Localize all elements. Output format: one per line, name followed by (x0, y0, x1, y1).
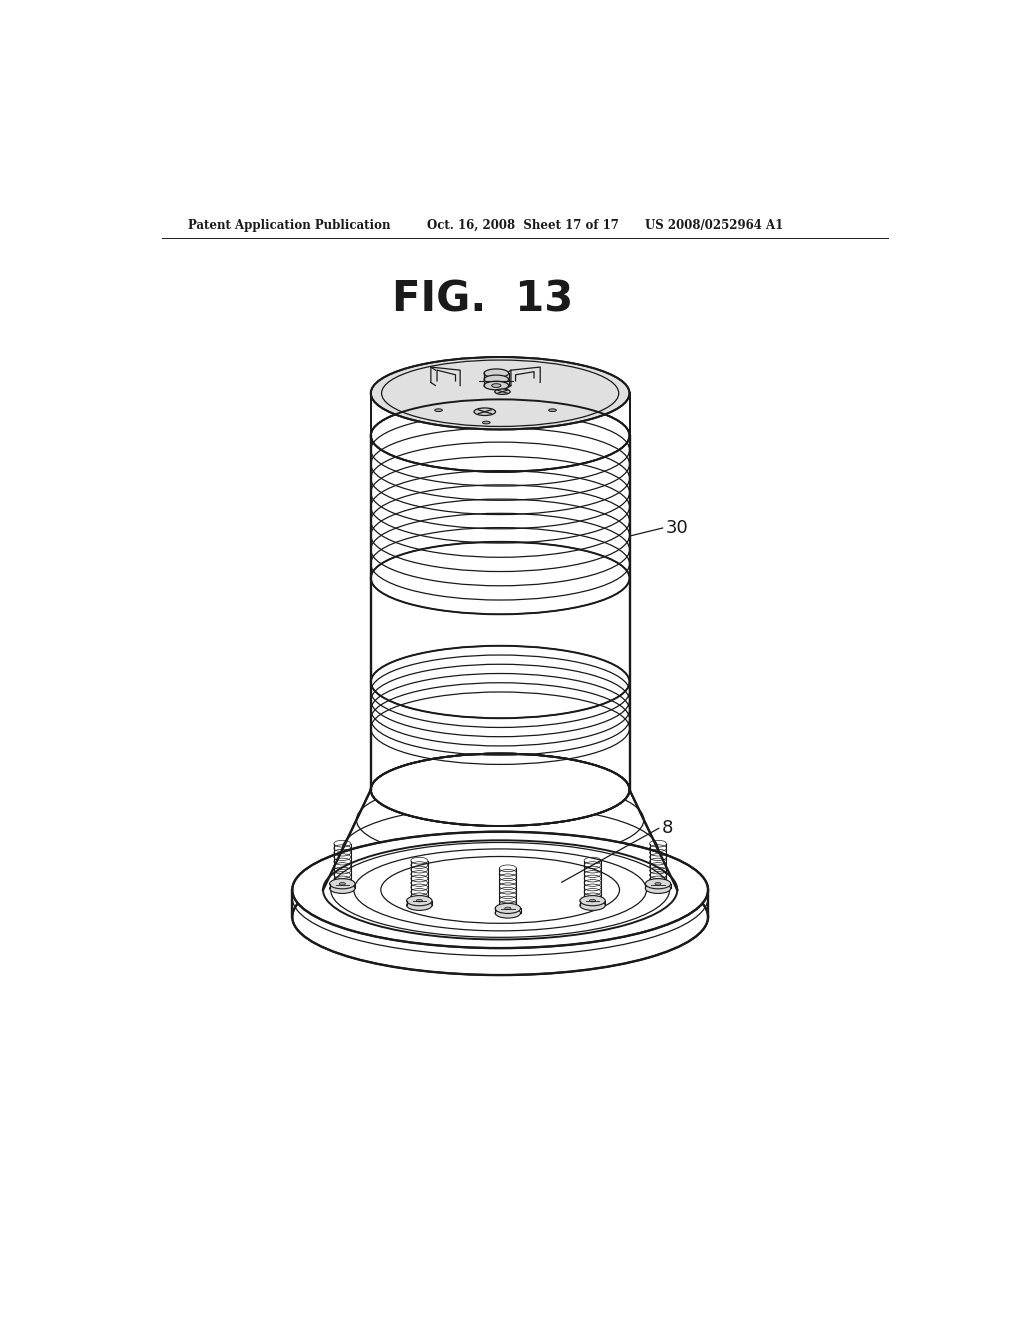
Ellipse shape (407, 895, 432, 906)
Ellipse shape (580, 900, 605, 911)
Text: Patent Application Publication: Patent Application Publication (188, 219, 391, 232)
Ellipse shape (549, 409, 556, 412)
Ellipse shape (505, 907, 511, 909)
Ellipse shape (482, 421, 490, 424)
Ellipse shape (371, 754, 630, 826)
Ellipse shape (484, 368, 509, 378)
Ellipse shape (339, 883, 345, 884)
Ellipse shape (645, 879, 671, 888)
Ellipse shape (330, 879, 355, 888)
Ellipse shape (484, 381, 509, 389)
Ellipse shape (381, 857, 620, 923)
Text: 8: 8 (662, 820, 673, 837)
Ellipse shape (492, 384, 501, 387)
Ellipse shape (580, 895, 605, 906)
Ellipse shape (495, 389, 510, 395)
Ellipse shape (496, 903, 520, 913)
Ellipse shape (484, 375, 509, 384)
Polygon shape (323, 789, 677, 890)
Ellipse shape (382, 360, 618, 426)
Ellipse shape (331, 842, 670, 937)
Ellipse shape (411, 902, 428, 908)
Ellipse shape (323, 841, 677, 940)
Text: FIG.  13: FIG. 13 (392, 279, 573, 321)
Ellipse shape (655, 883, 662, 884)
Ellipse shape (416, 899, 422, 902)
Ellipse shape (334, 884, 351, 892)
Ellipse shape (435, 409, 442, 412)
Text: US 2008/0252964 A1: US 2008/0252964 A1 (645, 219, 783, 232)
Text: 30: 30 (666, 519, 688, 537)
Ellipse shape (354, 849, 646, 931)
Ellipse shape (645, 883, 671, 894)
Ellipse shape (474, 408, 496, 416)
Ellipse shape (292, 858, 708, 975)
Bar (292, 890, 708, 917)
Ellipse shape (649, 884, 667, 892)
Ellipse shape (371, 400, 630, 471)
Ellipse shape (371, 356, 630, 429)
Ellipse shape (371, 754, 630, 826)
Ellipse shape (292, 832, 708, 948)
Ellipse shape (584, 902, 601, 908)
Ellipse shape (590, 899, 596, 902)
Bar (371, 393, 630, 436)
Ellipse shape (500, 909, 516, 916)
Ellipse shape (407, 900, 432, 911)
Text: Oct. 16, 2008  Sheet 17 of 17: Oct. 16, 2008 Sheet 17 of 17 (427, 219, 618, 232)
Ellipse shape (496, 908, 520, 919)
Ellipse shape (330, 883, 355, 894)
